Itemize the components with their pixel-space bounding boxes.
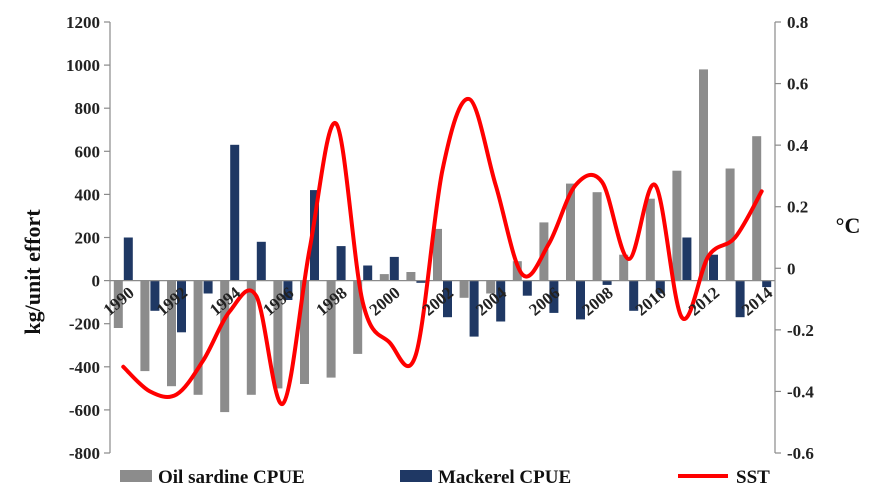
y-axis-label: kg/unit effort (20, 209, 45, 335)
y-tick-label: 1200 (66, 13, 100, 32)
oil-sardine-bar-2009 (619, 254, 629, 281)
legend-mackerel-label: Mackerel CPUE (438, 467, 571, 488)
oil-sardine-bar-1994 (220, 280, 230, 413)
mackerel-bar-2013 (735, 280, 745, 318)
y-tick-label: 800 (75, 99, 101, 118)
mackerel-bar-1990 (123, 237, 133, 281)
y-tick-label: 0 (92, 272, 101, 291)
oil-sardine-bar-2007 (566, 183, 575, 281)
oil-sardine-bar-2005 (512, 261, 522, 281)
mackerel-bar-1993 (203, 280, 213, 294)
legend-mackerel-swatch (400, 470, 432, 482)
y2-tick-label: -0.6 (787, 444, 814, 463)
mackerel-bar-2003 (469, 280, 479, 337)
y2-tick-label: 0 (787, 259, 796, 278)
oil-sardine-bar-1998 (326, 280, 336, 378)
bars-layer (113, 69, 772, 413)
y2-tick-label: 0.8 (787, 13, 808, 32)
oil-sardine-bar-1999 (353, 280, 363, 354)
mackerel-bar-2009 (629, 280, 639, 311)
mackerel-bar-2001 (416, 280, 426, 283)
legend: Oil sardine CPUE Mackerel CPUE SST (120, 467, 770, 488)
y2-axis-label: °C (836, 213, 861, 238)
y2-tick-label: 0.6 (787, 75, 808, 94)
mackerel-bar-2011 (682, 237, 692, 281)
mackerel-bar-1996 (283, 280, 293, 300)
mackerel-bar-1999 (363, 265, 373, 281)
mackerel-bar-2006 (549, 280, 559, 313)
oil-sardine-bar-1990 (113, 280, 123, 328)
oil-sardine-bar-2010 (645, 198, 655, 281)
y-tick-label: -200 (69, 315, 100, 334)
oil-sardine-bar-2000 (379, 274, 389, 281)
y2-tick-label: 0.2 (787, 198, 808, 217)
legend-oil-sardine-swatch (120, 470, 152, 482)
mackerel-bar-2005 (522, 280, 532, 296)
y2-tick-label: 0.4 (787, 136, 809, 155)
mackerel-bar-2012 (709, 254, 718, 281)
oil-sardine-bar-2012 (699, 69, 708, 281)
mackerel-bar-1994 (230, 144, 240, 281)
x-tick-label-2000: 2000 (366, 283, 404, 319)
oil-sardine-bar-1997 (300, 280, 309, 384)
mackerel-bar-2008 (602, 280, 612, 285)
mackerel-bar-1992 (177, 280, 186, 333)
oil-sardine-bar-2013 (725, 168, 735, 281)
oil-sardine-bar-2001 (406, 272, 416, 281)
y-tick-label: 600 (75, 142, 101, 161)
mackerel-bar-1991 (150, 280, 160, 311)
legend-sst-label: SST (736, 467, 770, 488)
sst-line (121, 96, 764, 406)
y-tick-label: 1000 (66, 56, 100, 75)
oil-sardine-bar-1992 (167, 280, 176, 387)
y-tick-label: 400 (75, 185, 101, 204)
oil-sardine-bar-2003 (459, 280, 469, 298)
oil-sardine-bar-1995 (246, 280, 256, 395)
oil-sardine-bar-2004 (486, 280, 496, 294)
mackerel-bar-1997 (310, 190, 319, 281)
oil-sardine-bar-1996 (273, 280, 283, 389)
legend-mackerel: Mackerel CPUE (400, 467, 571, 488)
oil-sardine-bar-1993 (193, 280, 203, 395)
mackerel-bar-2007 (576, 280, 585, 320)
y2-tick-label: -0.4 (787, 382, 814, 401)
y-tick-label: 200 (75, 229, 101, 248)
legend-oil-sardine-label: Oil sardine CPUE (158, 467, 305, 488)
y-tick-label: -600 (69, 401, 100, 420)
legend-sst: SST (678, 467, 770, 488)
oil-sardine-bar-1991 (140, 280, 150, 372)
mackerel-bar-2010 (655, 280, 665, 294)
oil-sardine-bar-2014 (752, 136, 762, 281)
mackerel-bar-1998 (336, 246, 346, 281)
mackerel-bar-2002 (443, 280, 452, 318)
legend-oil-sardine: Oil sardine CPUE (120, 467, 305, 488)
mackerel-bar-2000 (389, 256, 399, 281)
y-tick-label: -400 (69, 358, 100, 377)
y-tick-label: -800 (69, 444, 100, 463)
sst-line-layer (121, 96, 764, 406)
oil-sardine-bar-2011 (672, 170, 682, 281)
axes-layer (104, 21, 781, 454)
mackerel-bar-1995 (256, 241, 266, 281)
y2-tick-label: -0.2 (787, 321, 814, 340)
mackerel-bar-2004 (496, 280, 506, 322)
mackerel-bar-2014 (762, 280, 772, 288)
oil-sardine-bar-2008 (592, 192, 602, 281)
oil-sardine-bar-2002 (433, 228, 442, 281)
